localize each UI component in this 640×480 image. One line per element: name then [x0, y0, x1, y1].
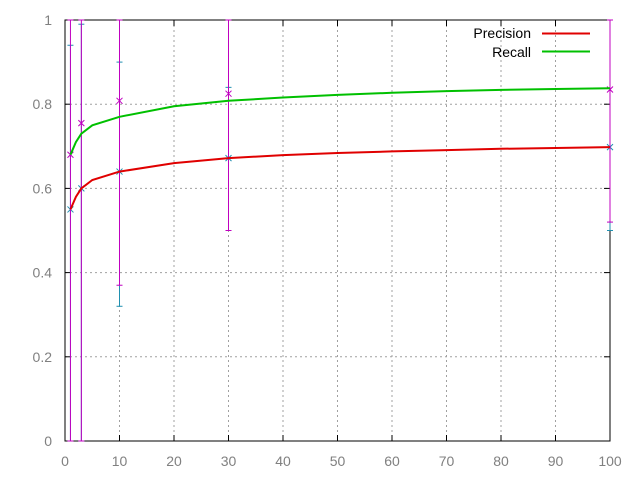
x-tick-label: 20 — [166, 453, 182, 469]
x-tick-label: 10 — [112, 453, 128, 469]
series-lines — [69, 87, 611, 210]
error-point-marker — [77, 119, 85, 127]
series-line-precision — [69, 146, 611, 210]
error-point-marker — [225, 90, 232, 98]
x-tick-label: 60 — [384, 453, 400, 469]
legend-label-recall: Recall — [492, 44, 531, 60]
series-line-recall — [69, 87, 611, 156]
x-axis-ticks: 0 10 20 30 40 50 60 70 80 90 100 — [61, 20, 622, 469]
x-tick-label: 80 — [493, 453, 509, 469]
y-axis-ticks: 0 0.2 0.4 0.6 0.8 1 — [33, 12, 610, 449]
error-point-marker — [67, 151, 74, 159]
grid — [65, 20, 610, 441]
x-tick-label: 0 — [61, 453, 69, 469]
y-tick-label: 0 — [44, 433, 52, 449]
x-tick-label: 30 — [221, 453, 237, 469]
legend-label-precision: Precision — [473, 25, 531, 41]
y-tick-label: 1 — [44, 12, 52, 28]
y-tick-label: 0.6 — [33, 180, 53, 196]
error-bars — [67, 19, 614, 442]
y-tick-label: 0.4 — [33, 265, 53, 281]
y-tick-label: 0.2 — [33, 349, 53, 365]
x-tick-label: 100 — [598, 453, 622, 469]
x-tick-label: 90 — [548, 453, 564, 469]
x-tick-label: 50 — [330, 453, 346, 469]
error-point-marker — [116, 97, 123, 105]
x-tick-label: 40 — [275, 453, 291, 469]
x-tick-label: 70 — [439, 453, 455, 469]
y-tick-label: 0.8 — [33, 96, 53, 112]
legend: Precision Recall — [473, 25, 590, 60]
